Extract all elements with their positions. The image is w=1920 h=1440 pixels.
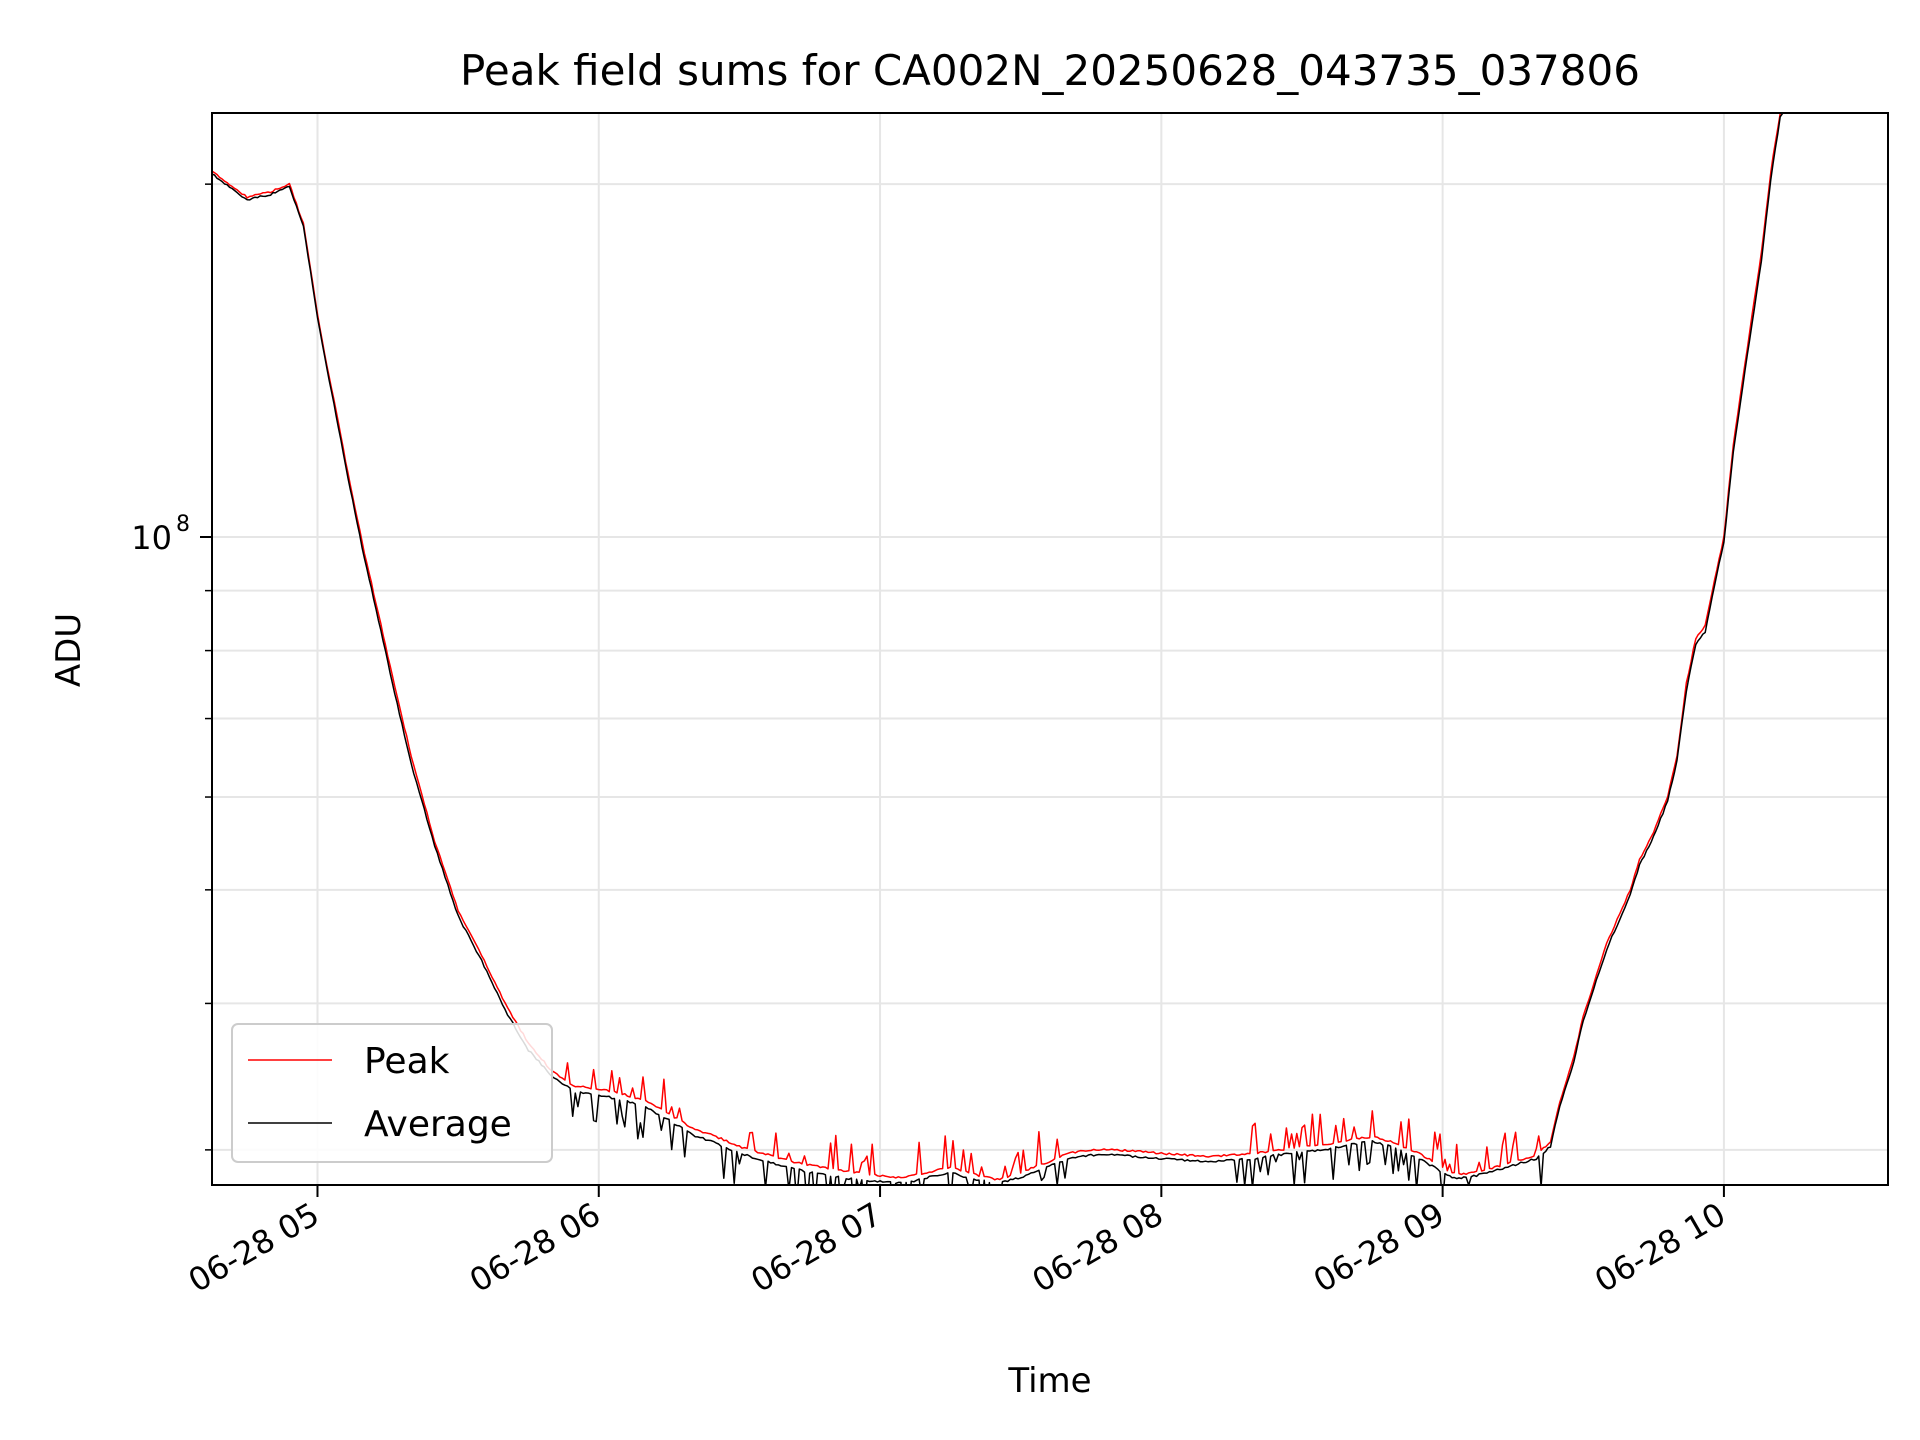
legend-box	[231, 1023, 553, 1163]
legend-label-peak: Peak	[364, 1041, 450, 1082]
legend-label-average: Average	[364, 1104, 512, 1145]
y-axis-label: ADU	[49, 613, 89, 687]
y-tick-label-exponent: 8	[176, 512, 190, 537]
legend: Peak Average	[231, 1023, 553, 1163]
x-axis-label: Time	[1007, 1361, 1091, 1401]
chart-title: Peak field sums for CA002N_20250628_0437…	[460, 46, 1640, 95]
series-line-average	[212, 113, 1785, 1185]
plot-frame	[211, 112, 1889, 1186]
y-axis: 10 8	[131, 183, 212, 1151]
series-line-peak	[212, 113, 1782, 1181]
series-layer	[212, 113, 1785, 1185]
y-tick-label: 10	[131, 519, 172, 557]
grid	[212, 113, 1888, 1185]
